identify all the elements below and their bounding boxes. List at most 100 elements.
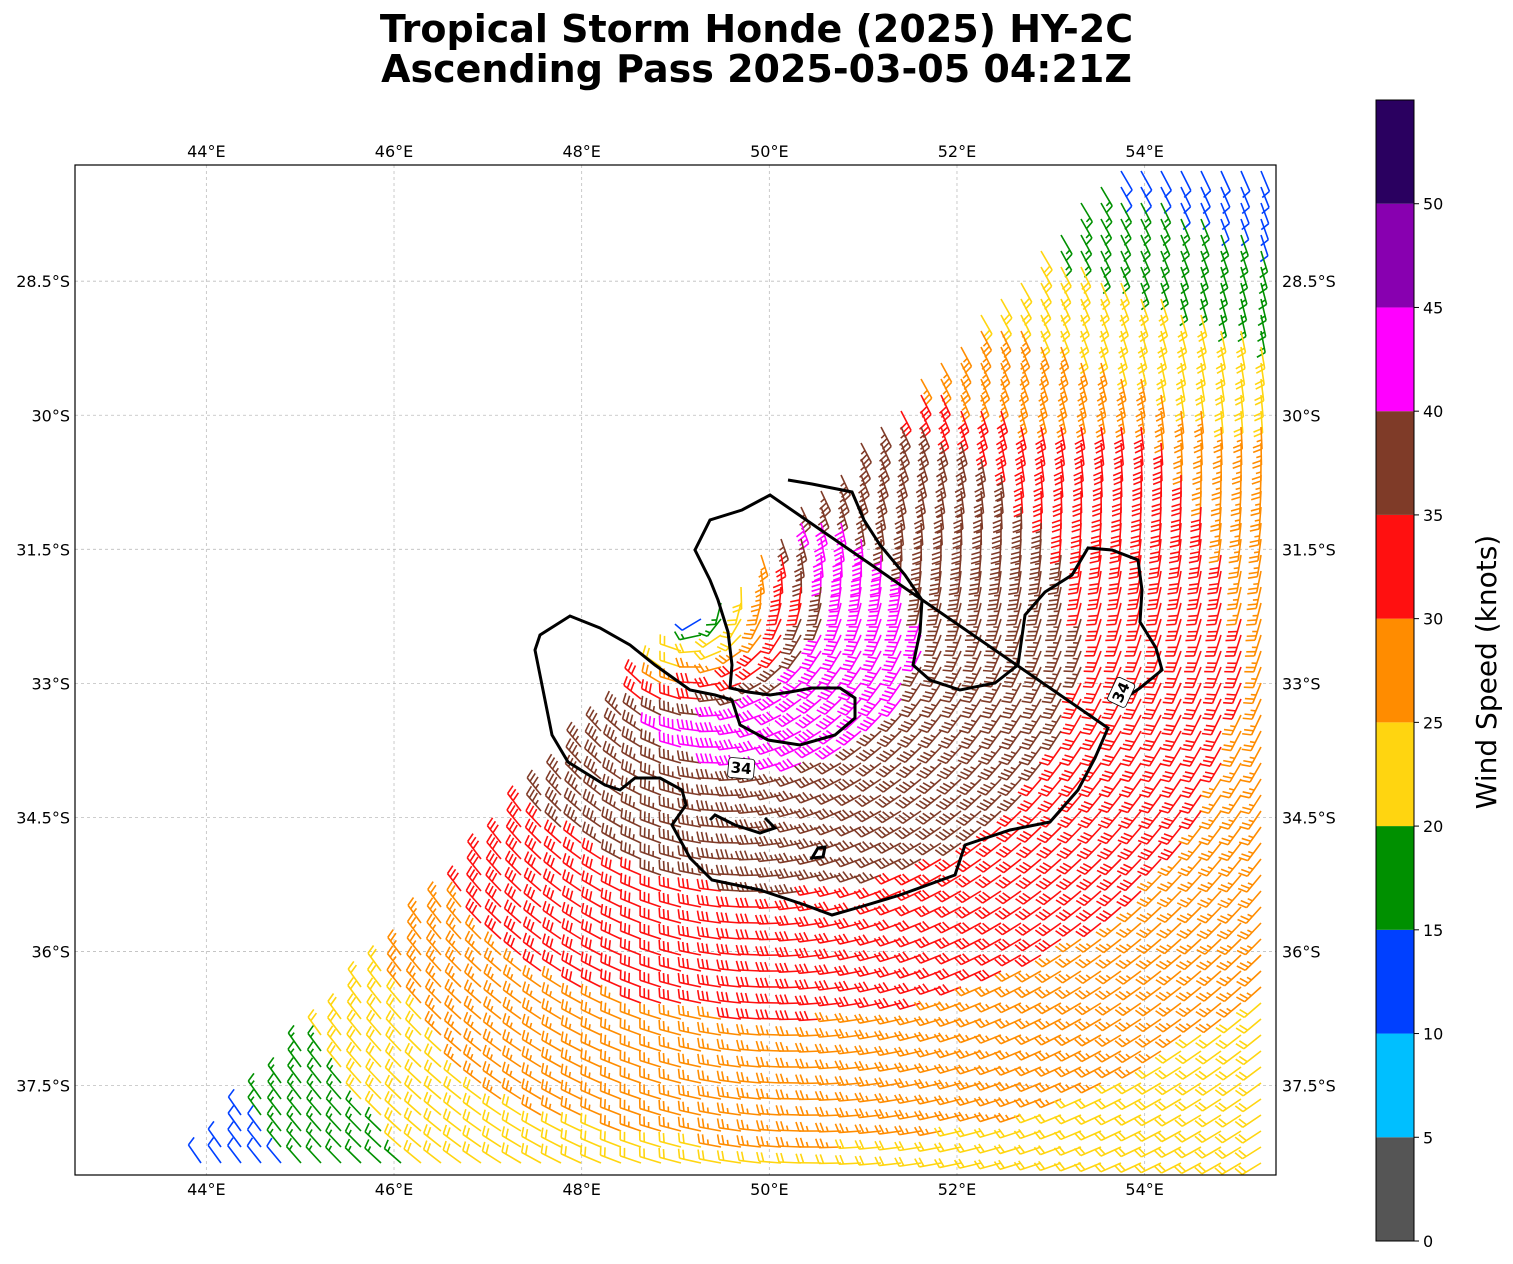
wind-barb [986, 602, 1002, 626]
wind-barb [1221, 714, 1242, 736]
wind-barb [1175, 970, 1202, 986]
wind-barb [1065, 618, 1082, 642]
wind-barb [619, 921, 642, 940]
wind-barb [619, 1114, 642, 1132]
wind-barb [893, 967, 922, 979]
wind-barb [895, 762, 922, 779]
wind-barb [639, 938, 662, 956]
wind-barb [620, 791, 642, 812]
wind-barb [1236, 970, 1262, 987]
wind-barb [1201, 714, 1222, 736]
wind-barb [639, 890, 662, 908]
wind-barb [1235, 346, 1246, 374]
wind-barb [1115, 410, 1126, 438]
wind-barb [585, 706, 602, 732]
wind-barb [936, 762, 962, 780]
wind-barb [1188, 554, 1202, 580]
wind-barb [1180, 266, 1190, 295]
wind-barb [880, 666, 902, 687]
wind-barb [1226, 586, 1242, 611]
wind-barb [1054, 1050, 1082, 1062]
wind-barb [1181, 714, 1202, 736]
wind-barb [726, 602, 742, 626]
wind-barb [826, 602, 842, 626]
wind-barb [1160, 250, 1171, 279]
wind-barb [1014, 1002, 1042, 1014]
wind-barb [1139, 778, 1162, 798]
wind-barb [1056, 842, 1082, 860]
wind-barb [875, 778, 902, 793]
colorbar-tick-label: 35 [1423, 506, 1443, 525]
wind-barb [777, 538, 790, 567]
wind-barb [1120, 266, 1131, 295]
wind-barb [1234, 362, 1246, 390]
wind-barb [920, 682, 942, 703]
wind-barb [773, 758, 802, 772]
wind-barb [957, 746, 982, 765]
wind-barb [619, 889, 642, 908]
wind-barb [1209, 522, 1222, 548]
wind-barb [1096, 890, 1122, 907]
wind-barb [640, 712, 662, 732]
wind-barb [383, 1139, 402, 1164]
wind-barb [1136, 874, 1162, 892]
wind-barb [1121, 714, 1142, 736]
wind-barb [602, 740, 622, 764]
wind-barb [1063, 650, 1082, 673]
wind-barb [1159, 762, 1182, 783]
wind-barb [1038, 362, 1050, 391]
wind-barb [938, 714, 962, 734]
lon-tick-label-bottom: 48°E [562, 1180, 600, 1199]
wind-barb [1196, 954, 1222, 971]
colorbar-bin [1376, 1137, 1414, 1241]
wind-barb [1239, 810, 1262, 830]
wind-barb [974, 474, 986, 502]
wind-barb [1183, 666, 1202, 689]
wind-barb [1018, 762, 1042, 781]
wind-barb [1180, 250, 1190, 279]
wind-barb [1097, 826, 1122, 845]
wind-barb [1066, 586, 1082, 611]
wind-barb [1237, 890, 1262, 909]
wind-barb [1039, 730, 1062, 751]
wind-barb [1224, 650, 1242, 673]
wind-barb [1106, 586, 1122, 611]
colorbar-bin [1376, 1033, 1414, 1138]
wind-barb [1106, 602, 1122, 626]
wind-barb [1096, 858, 1122, 876]
wind-barb [769, 586, 782, 612]
wind-barb [969, 554, 982, 580]
lat-tick-label-left: 33°S [31, 674, 70, 693]
wind-barb [713, 708, 742, 721]
colorbar-tick-label: 5 [1423, 1128, 1433, 1147]
wind-barb [921, 666, 942, 688]
wind-barb [1077, 826, 1102, 844]
wind-barb [980, 698, 1002, 719]
wind-barb [1129, 522, 1142, 549]
wind-barb [1241, 746, 1262, 768]
map-gridlines [75, 165, 1276, 1175]
colorbar-tick-label: 10 [1423, 1025, 1443, 1044]
wind-barb [619, 1098, 642, 1116]
wind-barb [855, 746, 882, 762]
wind-barb [1185, 618, 1202, 642]
wind-barb [853, 887, 882, 900]
wind-barb [1220, 746, 1242, 768]
wind-barb [676, 734, 702, 748]
wind-barb [980, 314, 993, 342]
wind-barb [879, 426, 892, 454]
wind-barb [639, 761, 662, 780]
wind-barb [1162, 698, 1182, 720]
wind-barb [1238, 858, 1262, 878]
wind-barb [854, 778, 882, 792]
wind-barb [599, 1081, 622, 1100]
lon-tick-label-top: 50°E [750, 142, 788, 161]
wind-barb [733, 740, 762, 753]
wind-barb [698, 618, 722, 638]
wind-barb [1149, 522, 1162, 548]
wind-barb [897, 730, 922, 748]
wind-barb [1248, 538, 1262, 564]
wind-barb [1066, 602, 1082, 626]
wind-barb [1080, 266, 1092, 294]
wind-barb [540, 1111, 562, 1132]
